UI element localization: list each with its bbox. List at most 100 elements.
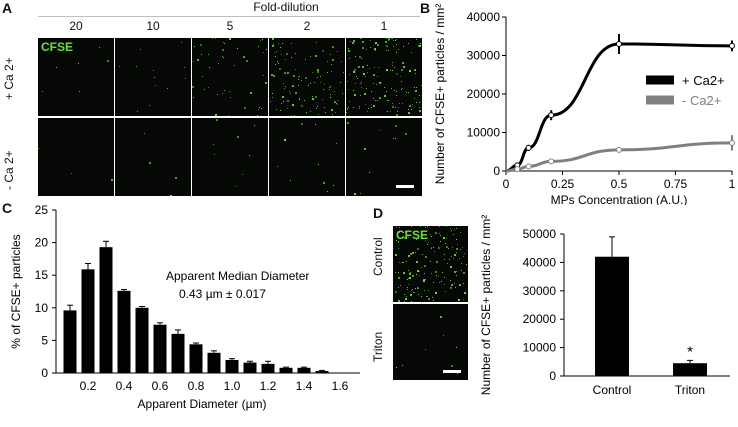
particle-dot [390,111,391,112]
particle-dot [273,75,275,77]
b-data-point [514,166,521,173]
particle-dot [260,40,261,41]
particle-dot [371,104,372,105]
particle-dot [412,252,414,254]
particle-dot [411,290,412,291]
particle-dot [362,47,364,49]
particle-dot [441,281,442,282]
particle-dot [362,66,364,68]
particle-dot [275,56,276,57]
particle-dot [332,46,334,48]
particle-dot [444,254,445,255]
c-y-tick-label: 10 [35,301,49,315]
particle-dot [301,123,303,125]
particle-dot [396,227,397,228]
particle-dot [393,138,394,139]
particle-dot [222,93,223,94]
particle-dot [387,111,388,112]
particle-dot [388,50,389,51]
particle-dot [304,100,305,101]
d-y-tick-label: 20000 [523,312,557,326]
particle-dot [42,91,43,92]
particle-dot [323,89,324,90]
particle-dot [463,299,464,300]
particle-dot [320,82,321,83]
particle-dot [396,73,397,74]
particle-dot [424,273,425,274]
particle-dot [411,226,412,227]
c-bar [81,269,95,373]
particle-dot [295,53,296,54]
particle-dot [291,57,292,58]
b-x-axis-title: MPs Concentration (A.U.) [551,193,688,205]
particle-dot [301,105,302,106]
particle-dot [398,277,400,279]
particle-dot [402,88,403,89]
particle-dot [425,256,427,258]
particle-dot [230,97,231,98]
particle-dot [404,294,405,295]
micrograph-triton [393,304,468,380]
particle-dot [398,49,399,50]
particle-dot [208,87,209,88]
panel-d-label: D [373,205,384,221]
b-x-tick-label: 0 [503,177,510,191]
d-y-tick-label: 30000 [523,284,557,298]
particle-dot [416,239,417,240]
particle-dot [432,297,433,298]
particle-dot [314,82,315,83]
particle-dot [320,76,321,77]
particle-dot [411,301,412,302]
particle-dot [137,111,138,112]
fold-dilution-header: Fold-dilution [253,0,319,14]
particle-dot [433,300,434,301]
particle-dot [212,38,213,39]
particle-dot [456,248,458,250]
d-bar [673,363,707,376]
particle-dot [391,38,392,39]
particle-dot [373,98,374,99]
particle-dot [185,78,186,79]
c-x-tick-label: 1.4 [296,379,313,393]
particle-dot [353,41,354,42]
particle-dot [272,97,273,98]
particle-dot [316,42,317,43]
particle-dot [412,275,414,277]
micrograph-minus-ca-10 [115,118,191,196]
particle-dot [409,70,411,72]
particle-dot [353,107,354,108]
particle-dot [457,373,458,374]
particle-dot [417,248,419,250]
particle-dot [454,271,456,273]
particle-dot [456,271,457,272]
particle-dot [381,82,382,83]
particle-dot [386,45,388,47]
particle-dot [456,347,457,348]
particle-dot [368,108,369,109]
b-legend-label: - Ca2+ [682,93,721,108]
particle-dot [411,109,412,110]
particle-dot [343,72,344,73]
particle-dot [236,186,237,187]
particle-dot [341,61,342,62]
particle-dot [399,232,400,233]
particle-dot [457,244,458,245]
b-x-tick-label: 1 [729,177,736,191]
particle-dot [222,49,224,51]
particle-dot [392,103,393,104]
particle-dot [281,54,282,55]
c-bar [135,307,149,373]
particle-dot [354,94,356,96]
particle-dot [359,106,360,107]
particle-dot [421,296,422,297]
particle-dot [461,270,462,271]
particle-dot [396,52,397,53]
c-y-tick-label: 15 [35,268,49,282]
particle-dot [293,75,295,77]
particle-dot [416,39,417,40]
particle-dot [445,291,446,292]
particle-dot [402,103,403,104]
particle-dot [258,109,259,110]
b-y-tick-label: 40000 [467,10,501,24]
particle-dot [222,56,223,57]
